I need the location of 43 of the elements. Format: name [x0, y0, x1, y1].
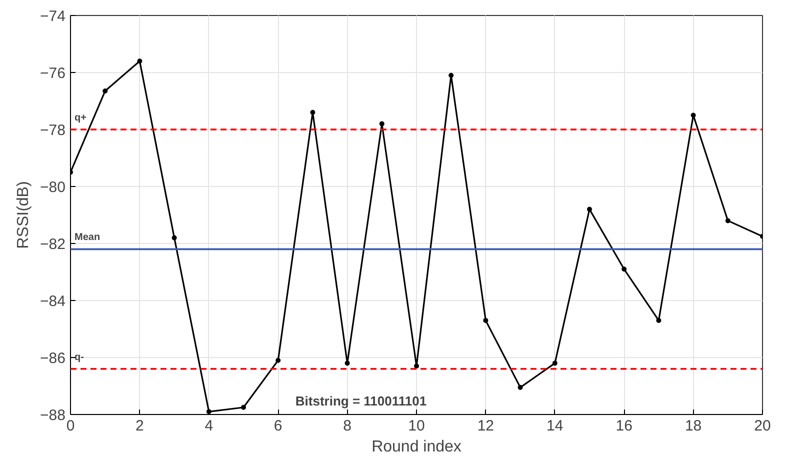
point: [414, 364, 419, 369]
x-tick-label: 6: [274, 418, 282, 434]
x-axis-title: Round index: [372, 438, 462, 456]
point: [552, 360, 558, 366]
point: [622, 266, 627, 272]
y-tick-label: −82: [40, 236, 66, 253]
point: [379, 121, 384, 126]
x-tick-label: 0: [66, 418, 75, 434]
ref-line-label: Mean: [74, 232, 100, 244]
point: [587, 206, 592, 212]
y-tick-label: −76: [40, 65, 66, 82]
point: [344, 360, 350, 366]
x-tick-label: 4: [204, 418, 214, 434]
point: [276, 358, 281, 363]
point: [310, 110, 316, 115]
point: [241, 404, 246, 410]
x-tick-label: 10: [408, 418, 425, 434]
point: [137, 58, 142, 64]
ref-line-label: q-: [74, 352, 84, 363]
point: [690, 112, 696, 118]
point: [172, 235, 177, 240]
x-tick-label: 8: [343, 418, 352, 434]
point: [725, 218, 730, 224]
y-tick-label: −74: [40, 8, 66, 25]
annotation: Bitstring = 110011101: [295, 394, 427, 408]
x-tick-label: 18: [684, 418, 702, 434]
x-tick-label: 2: [136, 418, 144, 434]
ref-line-label: q+: [74, 112, 87, 124]
x-tick-label: 14: [546, 418, 564, 434]
y-tick-label: −86: [40, 350, 66, 367]
point: [448, 72, 454, 78]
point: [656, 318, 662, 323]
y-axis-title: RSSI(dB): [15, 181, 32, 249]
y-tick-label: −80: [40, 179, 66, 196]
point: [518, 384, 523, 390]
y-tick-label: −88: [40, 407, 66, 424]
y-tick-label: −84: [40, 293, 66, 310]
y-tick-label: −78: [40, 122, 66, 139]
x-tick-label: 16: [616, 418, 632, 434]
point: [102, 88, 108, 94]
point: [483, 318, 488, 323]
x-tick-label: 20: [754, 418, 771, 434]
x-tick-label: 12: [477, 418, 494, 434]
